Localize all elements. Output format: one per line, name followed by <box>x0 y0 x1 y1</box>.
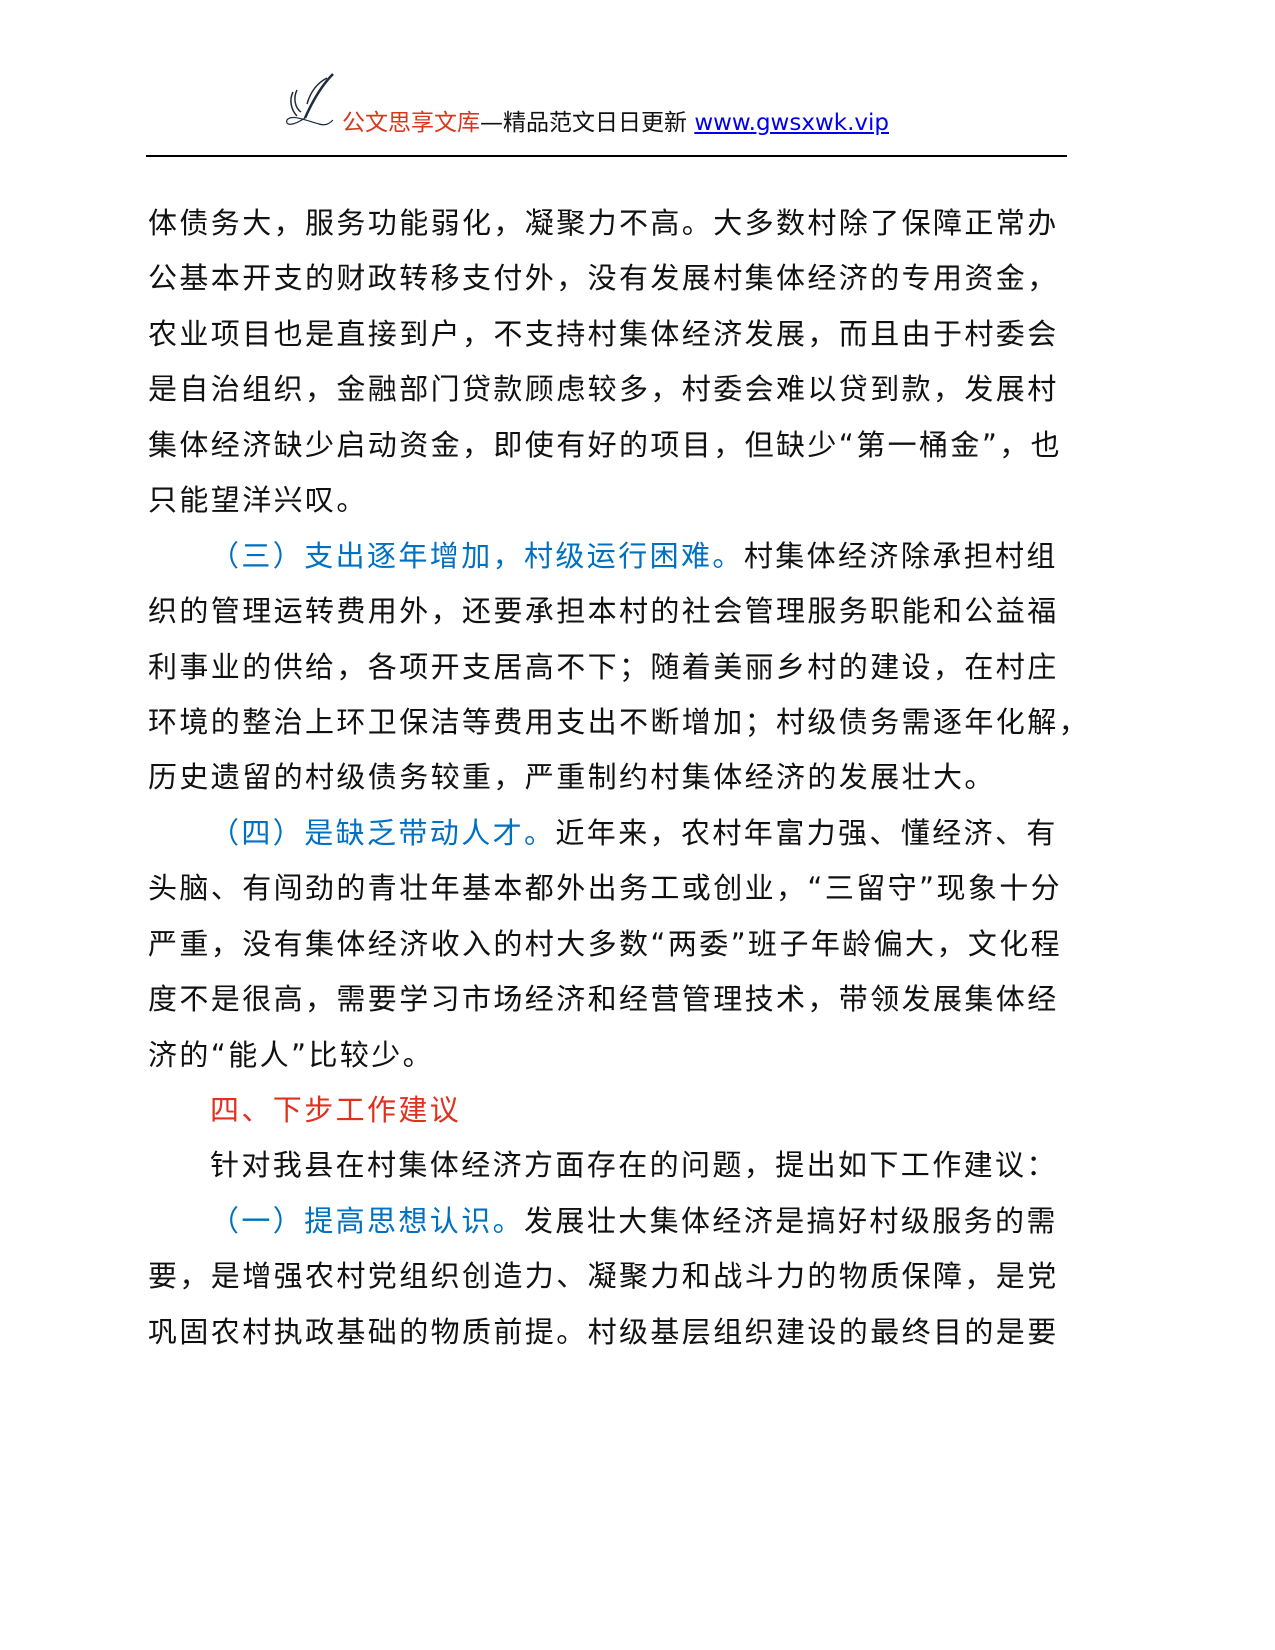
text-line: （三）支出逐年增加，村级运行困难。村集体经济除承担村组 <box>148 529 1108 584</box>
text-line: 四、下步工作建议 <box>148 1083 1108 1138</box>
text-line: 济的“能人”比较少。 <box>148 1028 1108 1083</box>
paragraph-text: 村集体经济除承担村组 <box>743 538 1058 573</box>
subheading: （三）支出逐年增加，村级运行困难。 <box>210 538 744 573</box>
header-divider <box>146 155 1067 157</box>
paragraph-text: 针对我县在村集体经济方面存在的问题，提出如下工作建议： <box>210 1148 1058 1183</box>
text-line: 头脑、有闯劲的青壮年基本都外出务工或创业，“三留守”现象十分 <box>148 861 1108 916</box>
text-line: 度不是很高，需要学习市场经济和经营管理技术，带领发展集体经 <box>148 972 1108 1027</box>
section-heading: 四、下步工作建议 <box>210 1093 462 1127</box>
paragraph-text: 发展壮大集体经济是搞好村级服务的需 <box>524 1203 1058 1238</box>
subheading: （四）是缺乏带动人才。 <box>210 815 556 850</box>
tagline: —精品范文日日更新 <box>480 110 695 136</box>
paragraph-text: 头脑、有闯劲的青壮年基本都外出务工或创业，“三留守”现象十分 <box>148 871 1063 906</box>
text-line: 历史遗留的村级债务较重，严重制约村集体经济的发展壮大。 <box>148 750 1108 805</box>
paragraph-text: 环境的整治上环卫保洁等费用支出不断增加；村级债务需逐年化解， <box>148 704 1091 739</box>
text-line: 环境的整治上环卫保洁等费用支出不断增加；村级债务需逐年化解， <box>148 695 1108 750</box>
text-line: 体债务大，服务功能弱化，凝聚力不高。大多数村除了保障正常办 <box>148 196 1108 251</box>
text-line: 农业项目也是直接到户，不支持村集体经济发展，而且由于村委会 <box>148 307 1108 362</box>
paragraph-text: 度不是很高，需要学习市场经济和经营管理技术，带领发展集体经 <box>148 982 1059 1017</box>
paragraph-text: 织的管理运转费用外，还要承担本村的社会管理服务职能和公益福 <box>148 594 1059 629</box>
paragraph-text: 严重，没有集体经济收入的村大多数“两委”班子年龄偏大，文化程 <box>148 926 1063 961</box>
paragraph-text: 是自治组织，金融部门贷款顾虑较多，村委会难以贷到款，发展村 <box>148 372 1059 407</box>
text-line: 巩固农村执政基础的物质前提。村级基层组织建设的最终目的是要 <box>148 1305 1108 1360</box>
text-line: 集体经济缺少启动资金，即使有好的项目，但缺少“第一桶金”，也 <box>148 418 1108 473</box>
document-body: 体债务大，服务功能弱化，凝聚力不高。大多数村除了保障正常办 公基本开支的财政转移支… <box>148 196 1108 1360</box>
brand-name: 公文思享文库 <box>342 110 480 136</box>
text-line: 是自治组织，金融部门贷款顾虑较多，村委会难以贷到款，发展村 <box>148 362 1108 417</box>
text-line: 只能望洋兴叹。 <box>148 473 1108 528</box>
text-line: 织的管理运转费用外，还要承担本村的社会管理服务职能和公益福 <box>148 584 1108 639</box>
paragraph-text: 要，是增强农村党组织创造力、凝聚力和战斗力的物质保障，是党 <box>148 1259 1059 1294</box>
paragraph-text: 济的“能人”比较少。 <box>148 1037 435 1072</box>
text-line: 利事业的供给，各项开支居高不下；随着美丽乡村的建设，在村庄 <box>148 640 1108 695</box>
header-text: 公文思享文库—精品范文日日更新 www.gwsxwk.vip <box>342 103 889 137</box>
text-line: 严重，没有集体经济收入的村大多数“两委”班子年龄偏大，文化程 <box>148 917 1108 972</box>
text-line: 针对我县在村集体经济方面存在的问题，提出如下工作建议： <box>148 1138 1108 1193</box>
paragraph-text: 公基本开支的财政转移支付外，没有发展村集体经济的专用资金， <box>148 261 1059 296</box>
paragraph-text: 巩固农村执政基础的物质前提。村级基层组织建设的最终目的是要 <box>148 1314 1059 1349</box>
text-line: 公基本开支的财政转移支付外，没有发展村集体经济的专用资金， <box>148 251 1108 306</box>
paragraph-text: 体债务大，服务功能弱化，凝聚力不高。大多数村除了保障正常办 <box>148 206 1059 240</box>
paragraph-text: 历史遗留的村级债务较重，严重制约村集体经济的发展壮大。 <box>148 760 996 795</box>
site-link[interactable]: www.gwsxwk.vip <box>694 110 889 136</box>
paragraph-text: 利事业的供给，各项开支居高不下；随着美丽乡村的建设，在村庄 <box>148 649 1059 684</box>
subheading: （一）提高思想认识。 <box>210 1203 525 1238</box>
text-line: 要，是增强农村党组织创造力、凝聚力和战斗力的物质保障，是党 <box>148 1249 1108 1304</box>
paragraph-text: 农业项目也是直接到户，不支持村集体经济发展，而且由于村委会 <box>148 316 1059 351</box>
quill-pen-logo <box>286 73 334 126</box>
text-line: （一）提高思想认识。发展壮大集体经济是搞好村级服务的需 <box>148 1194 1108 1249</box>
paragraph-text: 近年来，农村年富力强、懂经济、有 <box>555 815 1058 850</box>
paragraph-text: 只能望洋兴叹。 <box>148 483 368 518</box>
paragraph-text: 集体经济缺少启动资金，即使有好的项目，但缺少“第一桶金”，也 <box>148 427 1063 462</box>
text-line: （四）是缺乏带动人才。近年来，农村年富力强、懂经济、有 <box>148 806 1108 861</box>
